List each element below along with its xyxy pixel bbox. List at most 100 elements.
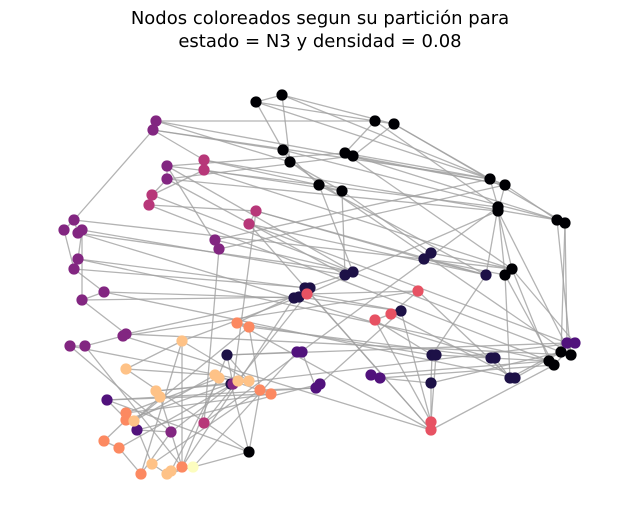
graph-edge bbox=[81, 296, 300, 301]
graph-edge bbox=[148, 204, 550, 362]
graph-edge bbox=[230, 342, 576, 385]
graph-node bbox=[296, 346, 308, 358]
graph-edge bbox=[118, 447, 142, 475]
graph-edge bbox=[374, 319, 432, 423]
graph-node bbox=[347, 150, 359, 162]
graph-node bbox=[265, 388, 277, 400]
graph-node bbox=[150, 115, 162, 127]
graph-edge bbox=[125, 293, 308, 335]
graph-node bbox=[176, 335, 188, 347]
graph-node bbox=[555, 346, 567, 358]
graph-node bbox=[369, 115, 381, 127]
graph-node bbox=[232, 375, 244, 387]
graph-node bbox=[213, 372, 225, 384]
graph-node bbox=[213, 243, 225, 255]
graph-node bbox=[79, 340, 91, 352]
figure-title-line-1: Nodos coloreados segun su partición para bbox=[130, 8, 510, 29]
graph-edge bbox=[73, 129, 154, 221]
graph-node bbox=[425, 424, 437, 436]
graph-node bbox=[499, 269, 511, 281]
graph-edge bbox=[430, 354, 437, 423]
graph-edge bbox=[423, 258, 506, 276]
graph-node bbox=[231, 317, 243, 329]
graph-node bbox=[165, 465, 177, 477]
graph-node bbox=[548, 359, 560, 371]
graph-node bbox=[198, 164, 210, 176]
graph-edge bbox=[151, 169, 205, 196]
graph-node bbox=[385, 308, 397, 320]
graph-edge bbox=[226, 342, 568, 356]
graph-edge bbox=[560, 222, 566, 353]
graph-edge bbox=[170, 383, 234, 433]
graph-edge bbox=[511, 268, 576, 344]
graph-edge bbox=[255, 210, 425, 260]
graph-node bbox=[499, 179, 511, 191]
graph-node bbox=[198, 417, 210, 429]
graph-edge bbox=[248, 223, 487, 276]
graph-edge bbox=[155, 383, 232, 392]
graph-node bbox=[250, 205, 262, 217]
graph-node bbox=[72, 253, 84, 265]
graph-edge bbox=[77, 232, 492, 359]
graph-node bbox=[117, 330, 129, 342]
graph-edge bbox=[84, 335, 124, 347]
graph-edge bbox=[81, 299, 127, 335]
graph-node bbox=[276, 89, 288, 101]
graph-edge bbox=[73, 219, 513, 270]
graph-edge bbox=[393, 123, 566, 224]
graph-edge bbox=[556, 219, 572, 356]
graph-node bbox=[277, 144, 289, 156]
graph-node bbox=[492, 205, 504, 217]
graph-edge bbox=[370, 360, 550, 376]
graph-edge bbox=[84, 345, 183, 468]
graph-node bbox=[561, 337, 573, 349]
graph-node bbox=[243, 375, 255, 387]
graph-node bbox=[509, 372, 521, 384]
graph-node bbox=[98, 435, 110, 447]
graph-edge bbox=[248, 389, 261, 453]
graph-edge bbox=[430, 252, 513, 270]
graph-edge bbox=[490, 357, 550, 362]
graph-node bbox=[120, 363, 132, 375]
nodes-layer bbox=[58, 89, 581, 480]
graph-node bbox=[198, 154, 210, 166]
graph-node bbox=[98, 286, 110, 298]
graph-edge bbox=[69, 345, 172, 433]
graph-node bbox=[68, 263, 80, 275]
graph-edge bbox=[125, 377, 220, 414]
graph-edge bbox=[118, 383, 234, 449]
graph-edge bbox=[306, 210, 499, 295]
graph-node bbox=[76, 224, 88, 236]
graph-node bbox=[113, 442, 125, 454]
graph-edge bbox=[122, 290, 419, 337]
graph-edge bbox=[63, 229, 75, 270]
graph-edge bbox=[352, 155, 558, 221]
graph-node bbox=[314, 378, 326, 390]
graph-edge bbox=[379, 364, 555, 379]
graph-edge bbox=[192, 351, 298, 468]
graph-node bbox=[64, 340, 76, 352]
graph-edge bbox=[155, 120, 506, 186]
graph-node bbox=[284, 156, 296, 168]
graph-edge bbox=[148, 204, 257, 212]
graph-edge bbox=[155, 120, 291, 163]
graph-edge bbox=[203, 169, 513, 270]
graph-node bbox=[425, 377, 437, 389]
graph-edge bbox=[564, 222, 568, 344]
graph-edge bbox=[136, 383, 321, 431]
graph-node bbox=[565, 349, 577, 361]
graph-edge bbox=[203, 159, 320, 186]
graph-node bbox=[187, 461, 199, 473]
graph-node bbox=[165, 426, 177, 438]
graph-edge bbox=[125, 333, 572, 356]
graph-node bbox=[254, 384, 266, 396]
graph-node bbox=[243, 321, 255, 333]
graph-node bbox=[418, 253, 430, 265]
graph-edge bbox=[203, 293, 308, 424]
graph-edge bbox=[341, 190, 432, 254]
graph-edge bbox=[504, 184, 558, 221]
graph-node bbox=[147, 124, 159, 136]
graph-node bbox=[250, 96, 262, 108]
graph-edge bbox=[344, 120, 376, 154]
graph-edge bbox=[125, 368, 216, 376]
